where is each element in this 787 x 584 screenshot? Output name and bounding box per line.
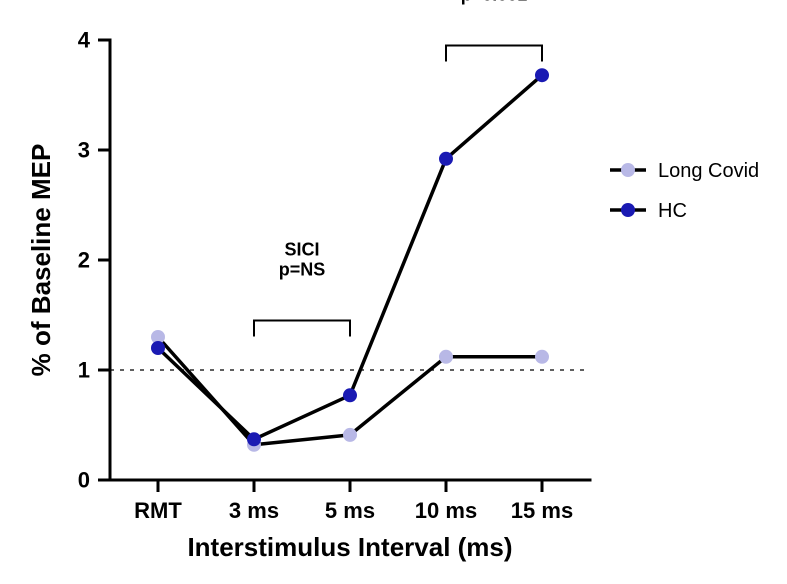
x-tick-label-3: 10 ms xyxy=(415,498,477,523)
y-tick-label-4: 4 xyxy=(78,28,91,53)
series-marker-1-2 xyxy=(343,388,357,402)
series-marker-1-1 xyxy=(247,432,261,446)
legend-marker-0 xyxy=(621,163,635,177)
legend-label-1: HC xyxy=(658,200,687,222)
series-marker-0-3 xyxy=(439,350,453,364)
line-chart: SICIp=NSICFp<0.00101234RMT3 ms5 ms10 ms1… xyxy=(0,0,787,584)
x-tick-label-0: RMT xyxy=(134,498,182,523)
y-tick-label-2: 2 xyxy=(78,248,90,273)
series-marker-1-4 xyxy=(535,68,549,82)
chart-container: SICIp=NSICFp<0.00101234RMT3 ms5 ms10 ms1… xyxy=(0,0,787,584)
x-axis-title: Interstimulus Interval (ms) xyxy=(187,532,512,562)
annotation-label-0-line2: p=NS xyxy=(279,259,326,279)
x-tick-label-2: 5 ms xyxy=(325,498,375,523)
y-tick-label-1: 1 xyxy=(78,358,90,383)
y-axis-title: % of Baseline MEP xyxy=(26,144,56,377)
x-tick-label-4: 15 ms xyxy=(511,498,573,523)
series-marker-0-2 xyxy=(343,428,357,442)
legend-marker-1 xyxy=(621,203,635,217)
y-tick-label-0: 0 xyxy=(78,468,90,493)
annotation-label-1-line2: p<0.001 xyxy=(461,0,528,4)
series-marker-1-0 xyxy=(151,341,165,355)
series-marker-1-3 xyxy=(439,152,453,166)
x-tick-label-1: 3 ms xyxy=(229,498,279,523)
legend-label-0: Long Covid xyxy=(658,160,759,182)
annotation-label-0-line1: SICI xyxy=(284,240,319,260)
y-tick-label-3: 3 xyxy=(78,138,90,163)
series-marker-0-4 xyxy=(535,350,549,364)
